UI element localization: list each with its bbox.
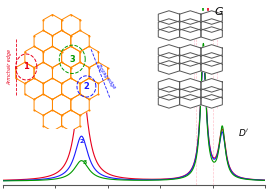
Polygon shape [158, 45, 180, 58]
Polygon shape [180, 45, 201, 58]
Text: 2: 2 [79, 139, 84, 144]
Polygon shape [201, 61, 222, 74]
Polygon shape [158, 94, 180, 108]
Polygon shape [80, 78, 98, 99]
Polygon shape [16, 62, 34, 84]
Polygon shape [201, 19, 222, 32]
Polygon shape [62, 15, 80, 36]
Polygon shape [180, 11, 201, 24]
Polygon shape [71, 94, 89, 115]
Text: Armchair edge: Armchair edge [7, 49, 12, 85]
Polygon shape [158, 19, 180, 32]
Polygon shape [25, 78, 43, 99]
Polygon shape [80, 46, 98, 68]
Text: 3: 3 [83, 160, 87, 165]
Polygon shape [53, 62, 71, 84]
Polygon shape [180, 61, 201, 74]
Text: $G$: $G$ [212, 26, 221, 39]
Text: 1: 1 [23, 63, 29, 71]
Polygon shape [25, 46, 43, 68]
Polygon shape [89, 62, 107, 84]
Polygon shape [71, 30, 89, 52]
Polygon shape [201, 53, 222, 66]
Polygon shape [201, 27, 222, 40]
Polygon shape [158, 61, 180, 74]
Polygon shape [201, 45, 222, 58]
Polygon shape [201, 79, 222, 92]
Polygon shape [180, 27, 201, 40]
Polygon shape [34, 94, 53, 115]
Polygon shape [201, 94, 222, 108]
Text: $D$: $D$ [81, 91, 90, 102]
Text: $G$: $G$ [214, 5, 224, 17]
Polygon shape [43, 110, 62, 131]
Polygon shape [180, 19, 201, 32]
Polygon shape [43, 15, 62, 36]
Polygon shape [201, 11, 222, 24]
Text: 1: 1 [75, 105, 79, 111]
Text: 2: 2 [83, 82, 89, 91]
Polygon shape [34, 30, 53, 52]
Polygon shape [158, 79, 180, 92]
Polygon shape [180, 79, 201, 92]
Polygon shape [62, 110, 80, 131]
Polygon shape [34, 62, 53, 84]
Text: 3: 3 [69, 55, 75, 64]
Text: $D'$: $D'$ [238, 127, 249, 138]
Polygon shape [180, 94, 201, 108]
Text: Zigzag edge: Zigzag edge [95, 62, 117, 90]
Polygon shape [158, 27, 180, 40]
Polygon shape [180, 87, 201, 100]
Polygon shape [158, 11, 180, 24]
Polygon shape [158, 53, 180, 66]
Polygon shape [43, 46, 62, 68]
Polygon shape [62, 78, 80, 99]
Polygon shape [43, 78, 62, 99]
Polygon shape [201, 87, 222, 100]
Polygon shape [158, 87, 180, 100]
Polygon shape [71, 62, 89, 84]
Polygon shape [53, 30, 71, 52]
Polygon shape [62, 46, 80, 68]
Polygon shape [53, 94, 71, 115]
Polygon shape [180, 53, 201, 66]
